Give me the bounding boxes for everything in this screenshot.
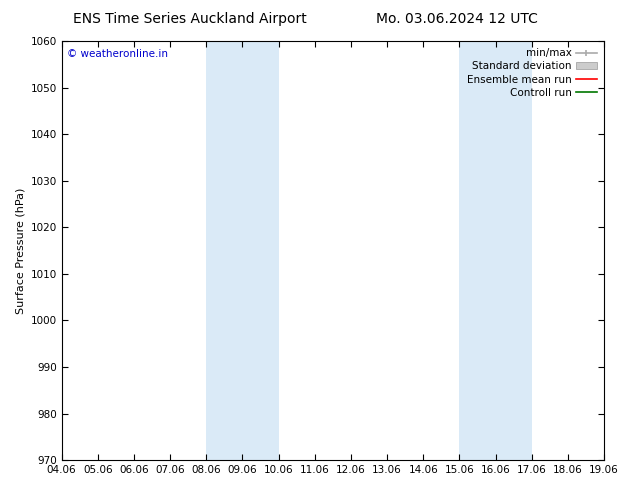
Y-axis label: Surface Pressure (hPa): Surface Pressure (hPa)	[15, 187, 25, 314]
Bar	[206, 41, 242, 460]
Text: ENS Time Series Auckland Airport: ENS Time Series Auckland Airport	[74, 12, 307, 26]
Legend: min/max, Standard deviation, Ensemble mean run, Controll run: min/max, Standard deviation, Ensemble me…	[463, 44, 601, 102]
Text: © weatheronline.in: © weatheronline.in	[67, 49, 168, 59]
Bar	[496, 41, 532, 460]
Bar	[242, 41, 279, 460]
Text: Mo. 03.06.2024 12 UTC: Mo. 03.06.2024 12 UTC	[375, 12, 538, 26]
Bar	[460, 41, 496, 460]
